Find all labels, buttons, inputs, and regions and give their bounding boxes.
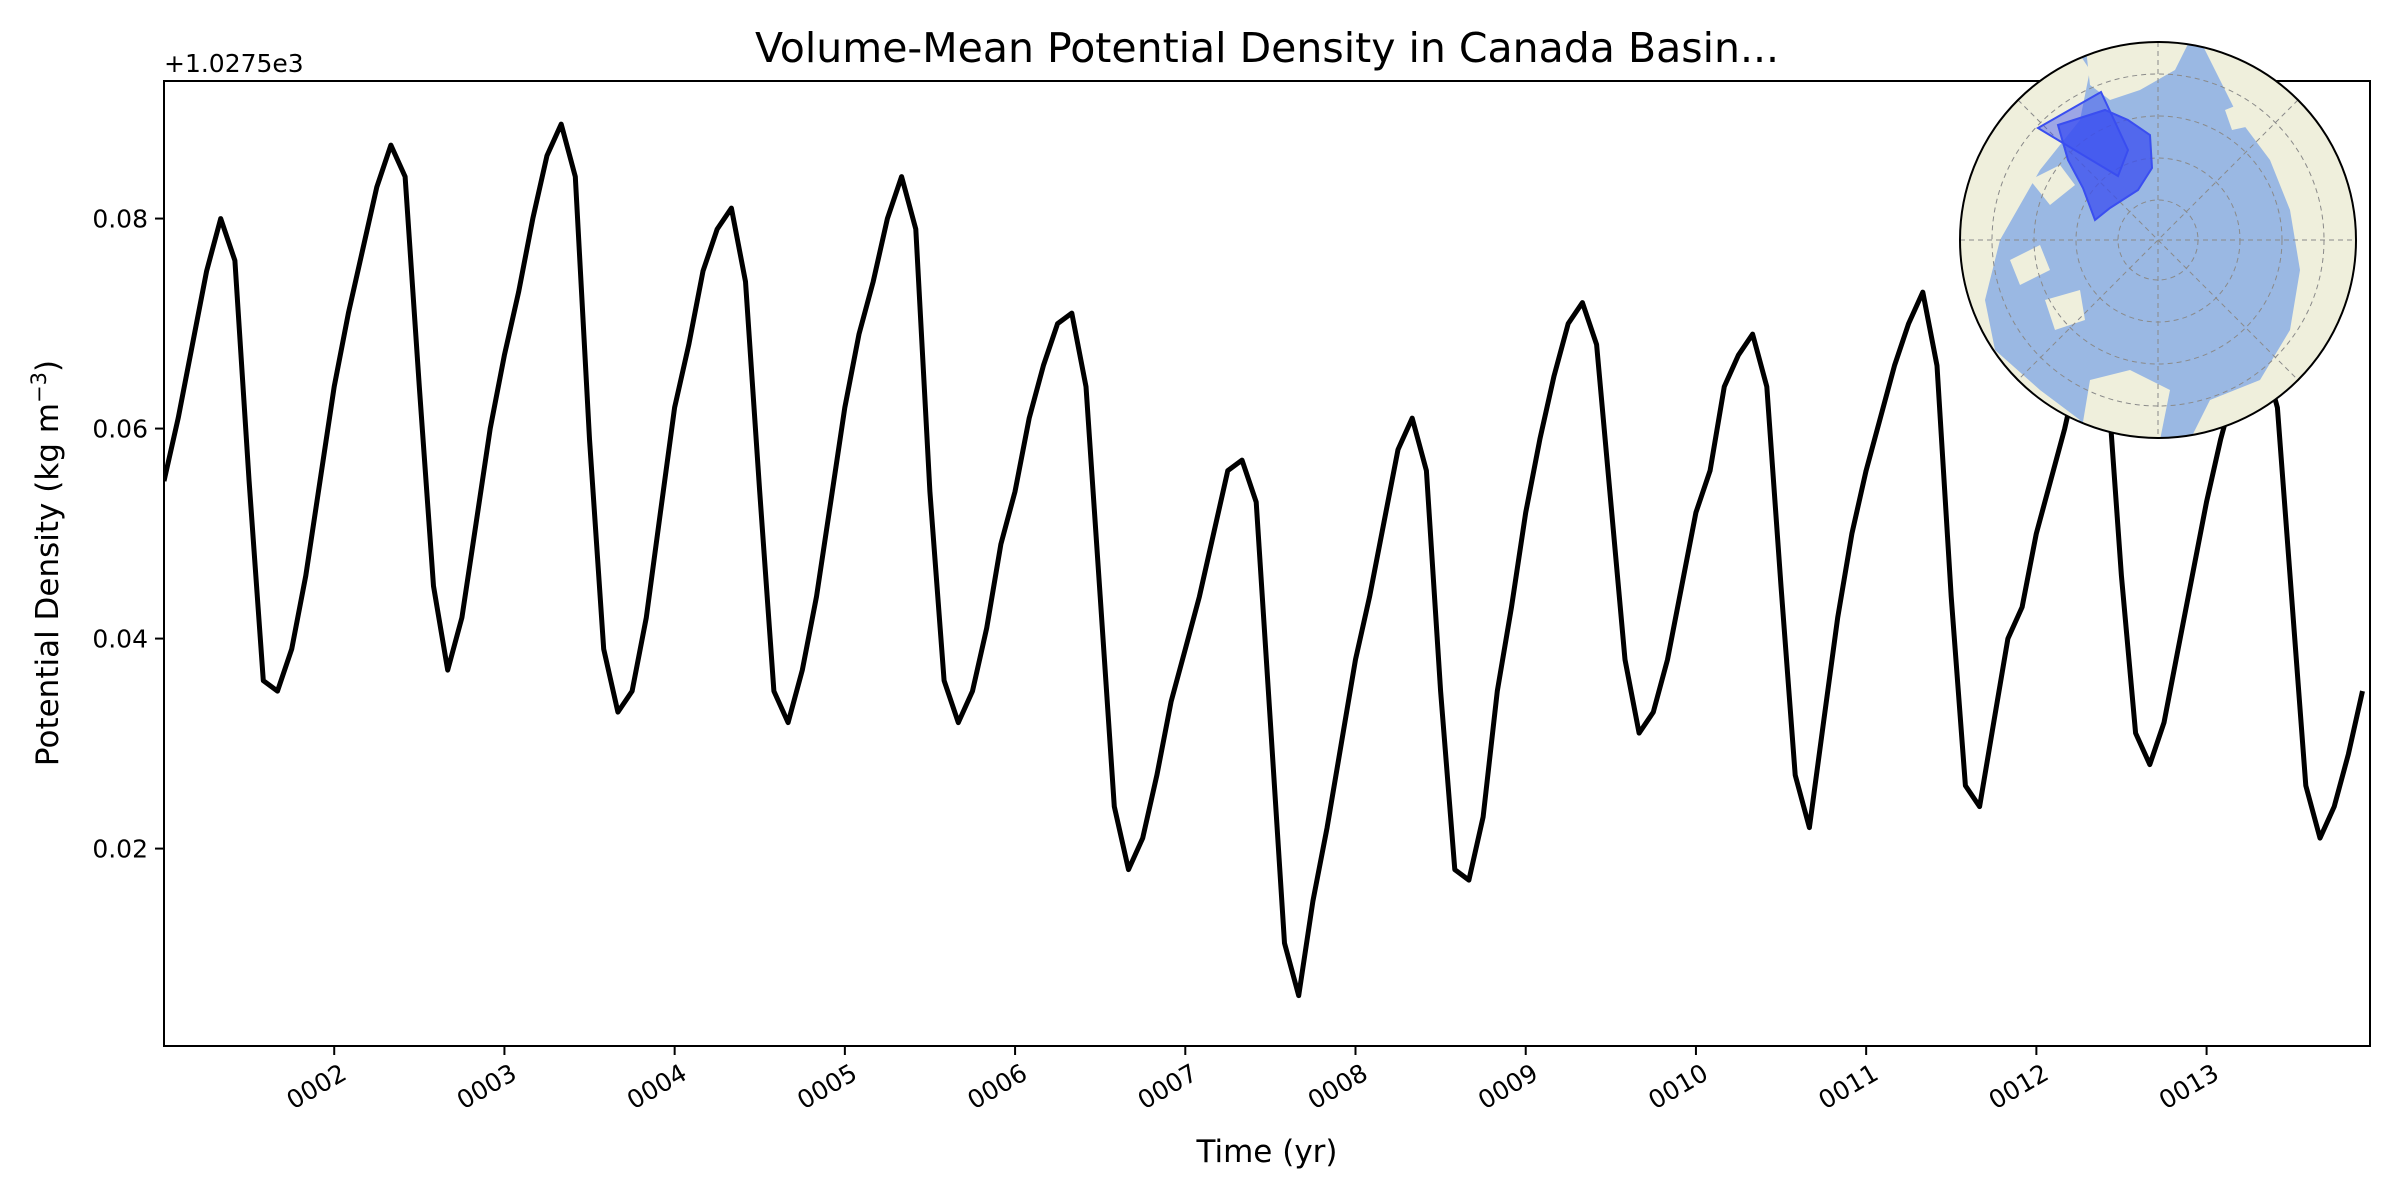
x-tick-label: 0012 [1984, 1058, 2054, 1115]
x-tick-label: 0011 [1814, 1058, 1884, 1115]
series-line [164, 121, 2365, 999]
land-greenland [2085, 42, 2190, 100]
plot-frame [163, 80, 2371, 1047]
land-canadian-archipelago [2010, 165, 2085, 330]
inset-map [1959, 41, 2357, 439]
x-tick-label: 0005 [792, 1058, 862, 1115]
x-tick-label: 0009 [1473, 1058, 1543, 1115]
x-tick-label: 0003 [452, 1058, 522, 1115]
land-scandinavia [2080, 370, 2170, 438]
y-offset-label: +1.0275e3 [164, 49, 304, 78]
y-axis-label-main: Potential Density (kg m [30, 403, 66, 766]
y-tick-label: 0.02 [92, 835, 148, 864]
x-tick-label: 0008 [1303, 1058, 1373, 1115]
map-border [1959, 41, 2357, 439]
x-tick-label: 0004 [622, 1058, 692, 1115]
land-island [2225, 100, 2255, 130]
y-tick-label: 0.06 [92, 415, 148, 444]
canada-basin-region [2056, 108, 2154, 222]
x-axis-ticks: 0002 0003 0004 0005 0006 0007 0008 0009 0010 0011… [282, 1046, 2224, 1115]
y-axis-label-close: ) [30, 360, 66, 372]
y-axis-label: Potential Density (kg m−3) [27, 360, 66, 766]
land-eurasia [2190, 42, 2356, 438]
y-axis-ticks: 0.02 0.04 0.06 0.08 [92, 205, 164, 864]
y-axis-label-sup: −3 [27, 372, 51, 403]
y-tick-label: 0.04 [92, 625, 148, 654]
x-axis-label: Time (yr) [1196, 1134, 1338, 1170]
chart-title: Volume-Mean Potential Density in Canada … [755, 24, 1779, 72]
series-layer [164, 121, 2365, 999]
x-tick-label: 0010 [1643, 1058, 1713, 1115]
x-tick-label: 0006 [962, 1058, 1032, 1115]
x-tick-label: 0002 [282, 1058, 352, 1115]
x-tick-label: 0013 [2154, 1058, 2224, 1115]
y-tick-label: 0.08 [92, 205, 148, 234]
x-tick-label: 0007 [1133, 1058, 1203, 1115]
